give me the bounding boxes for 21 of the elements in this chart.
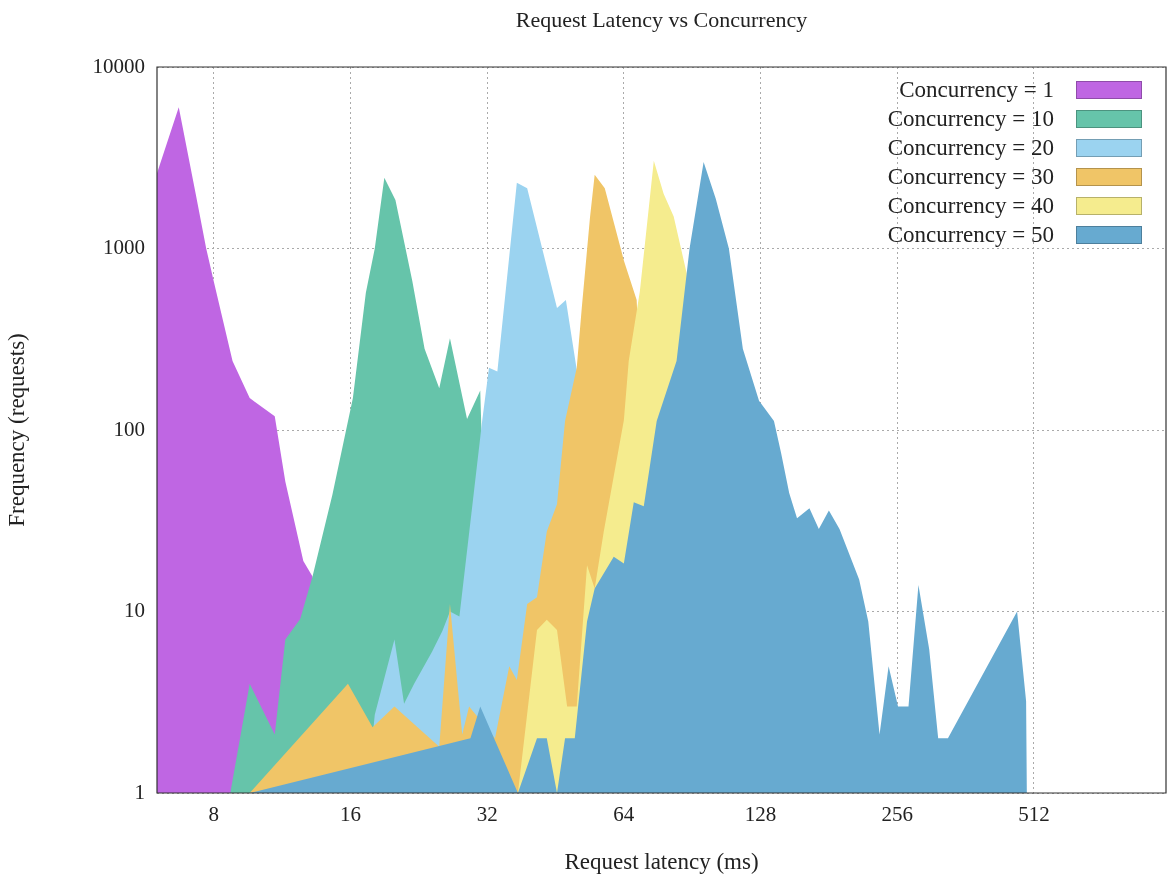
legend-label: Concurrency = 1: [899, 76, 1054, 103]
legend-label: Concurrency = 40: [887, 192, 1054, 219]
y-tick-label: 100: [113, 416, 145, 441]
y-tick-label: 1: [134, 779, 145, 804]
legend-label: Concurrency = 50: [887, 221, 1054, 248]
x-tick-label: 64: [613, 802, 635, 827]
chart-title: Request Latency vs Concurrency: [515, 6, 808, 32]
x-tick-label: 32: [476, 802, 498, 827]
x-tick-label: 8: [208, 802, 219, 827]
y-tick-label: 1000: [103, 235, 145, 260]
x-tick-label: 16: [339, 802, 361, 827]
y-tick-label: 10000: [92, 53, 145, 78]
y-axis-title: Frequency (requests): [3, 333, 29, 527]
x-tick-label: 512: [1018, 802, 1050, 827]
legend-label: Concurrency = 30: [887, 163, 1054, 190]
x-axis-title: Request latency (ms): [564, 849, 759, 875]
x-tick-label: 256: [881, 802, 914, 827]
legend-label: Concurrency = 20: [887, 134, 1054, 161]
legend-label: Concurrency = 10: [887, 105, 1054, 132]
x-tick-label: 128: [744, 802, 777, 827]
y-tick-label: 10: [124, 598, 145, 623]
